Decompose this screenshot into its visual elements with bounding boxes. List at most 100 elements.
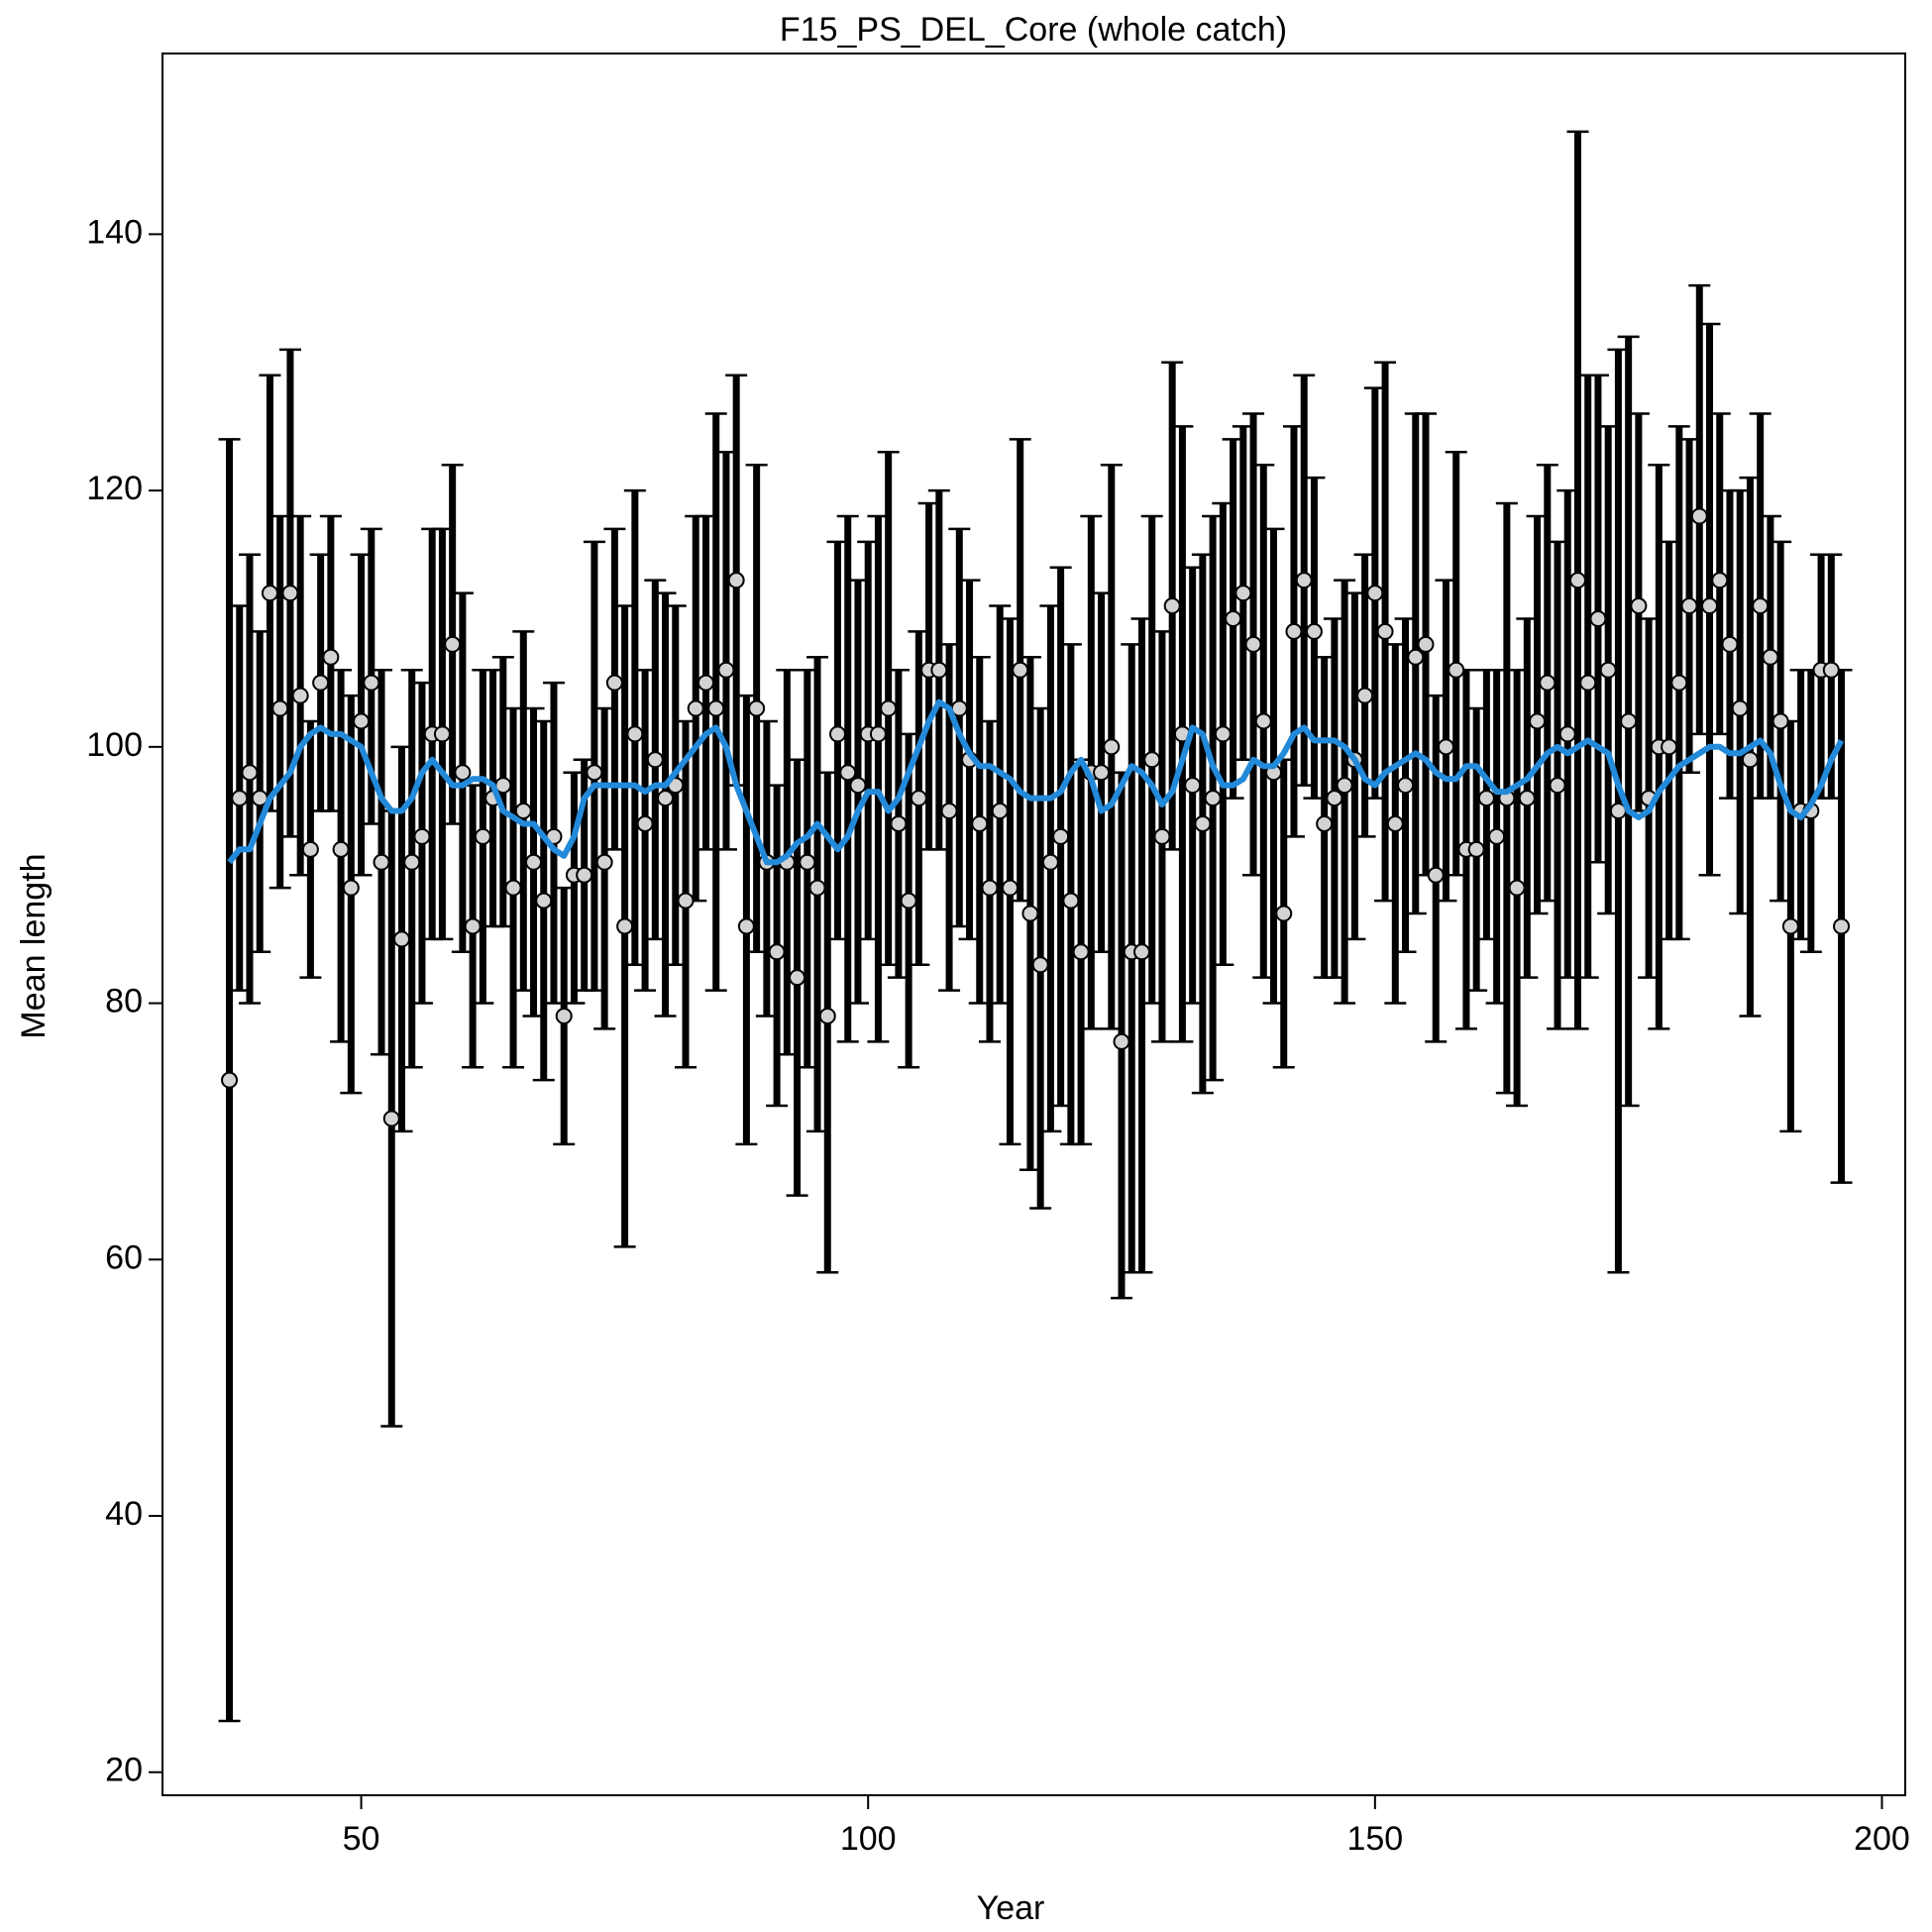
point bbox=[332, 840, 350, 858]
point bbox=[1508, 879, 1526, 897]
point bbox=[1762, 648, 1779, 666]
point bbox=[595, 853, 613, 871]
point bbox=[1052, 827, 1070, 845]
point bbox=[1731, 699, 1749, 717]
point bbox=[1467, 840, 1485, 858]
point bbox=[1670, 674, 1688, 692]
x-tick-label: 150 bbox=[1346, 1820, 1403, 1858]
point bbox=[342, 879, 360, 897]
point bbox=[940, 803, 958, 820]
point bbox=[1630, 597, 1648, 615]
point bbox=[1822, 661, 1840, 679]
point bbox=[1225, 609, 1242, 627]
point bbox=[768, 943, 786, 961]
point bbox=[1041, 853, 1059, 871]
point bbox=[1661, 738, 1678, 756]
y-tick-label: 80 bbox=[105, 983, 143, 1020]
point bbox=[890, 814, 908, 832]
point bbox=[1194, 814, 1212, 832]
plot-frame bbox=[161, 53, 1906, 1796]
point bbox=[1356, 687, 1374, 704]
point bbox=[525, 853, 543, 871]
chart-title: F15_PS_DEL_Core (whole catch) bbox=[780, 11, 1287, 49]
point bbox=[1366, 585, 1384, 602]
point bbox=[322, 648, 340, 666]
point bbox=[818, 1007, 836, 1024]
point bbox=[789, 969, 806, 987]
point bbox=[1741, 751, 1759, 769]
point bbox=[1529, 712, 1547, 730]
point bbox=[1305, 622, 1323, 640]
point bbox=[474, 827, 491, 845]
point bbox=[839, 764, 857, 782]
point bbox=[1001, 879, 1019, 897]
point bbox=[586, 764, 603, 782]
point bbox=[413, 827, 431, 845]
y-tick-label: 100 bbox=[86, 726, 143, 764]
point bbox=[392, 930, 410, 948]
point bbox=[1163, 597, 1181, 615]
point bbox=[1488, 827, 1506, 845]
point bbox=[1254, 712, 1272, 730]
point bbox=[1103, 738, 1121, 756]
point bbox=[971, 814, 989, 832]
point bbox=[454, 764, 472, 782]
point bbox=[1599, 661, 1617, 679]
point bbox=[1184, 777, 1202, 795]
point bbox=[1214, 725, 1232, 743]
point bbox=[1132, 943, 1150, 961]
point bbox=[1437, 738, 1454, 756]
point bbox=[1021, 905, 1039, 922]
point bbox=[605, 674, 623, 692]
point bbox=[697, 674, 714, 692]
point bbox=[1711, 572, 1729, 590]
point bbox=[1427, 866, 1445, 884]
x-tick-label: 200 bbox=[1854, 1820, 1910, 1858]
point bbox=[555, 1007, 573, 1024]
point bbox=[1752, 597, 1770, 615]
point bbox=[504, 879, 522, 897]
point bbox=[1285, 622, 1303, 640]
point bbox=[301, 840, 319, 858]
point bbox=[271, 699, 289, 717]
point bbox=[1326, 790, 1343, 807]
y-tick-label: 20 bbox=[105, 1752, 143, 1789]
point bbox=[231, 790, 249, 807]
point bbox=[646, 751, 664, 769]
point bbox=[687, 699, 704, 717]
point bbox=[535, 892, 553, 910]
point bbox=[636, 814, 654, 832]
point bbox=[910, 790, 927, 807]
point bbox=[464, 917, 482, 935]
point bbox=[1477, 790, 1495, 807]
point bbox=[576, 866, 593, 884]
point bbox=[1417, 635, 1435, 653]
y-axis-label: Mean length bbox=[15, 853, 53, 1038]
point bbox=[1062, 892, 1080, 910]
point bbox=[900, 892, 917, 910]
point bbox=[1771, 712, 1789, 730]
point bbox=[981, 879, 999, 897]
point bbox=[849, 777, 867, 795]
point bbox=[1448, 661, 1465, 679]
point bbox=[828, 725, 846, 743]
point bbox=[291, 687, 309, 704]
point bbox=[717, 661, 735, 679]
point bbox=[1620, 712, 1638, 730]
point bbox=[1558, 725, 1576, 743]
point bbox=[1275, 905, 1293, 922]
point bbox=[707, 699, 725, 717]
y-tick-label: 40 bbox=[105, 1495, 143, 1533]
point bbox=[382, 1110, 400, 1127]
point bbox=[1376, 622, 1394, 640]
point bbox=[1386, 814, 1404, 832]
point bbox=[748, 699, 766, 717]
point bbox=[1397, 777, 1415, 795]
point bbox=[433, 725, 451, 743]
point bbox=[312, 674, 330, 692]
point bbox=[808, 879, 826, 897]
point bbox=[1336, 777, 1353, 795]
point bbox=[1012, 661, 1029, 679]
point bbox=[1539, 674, 1556, 692]
